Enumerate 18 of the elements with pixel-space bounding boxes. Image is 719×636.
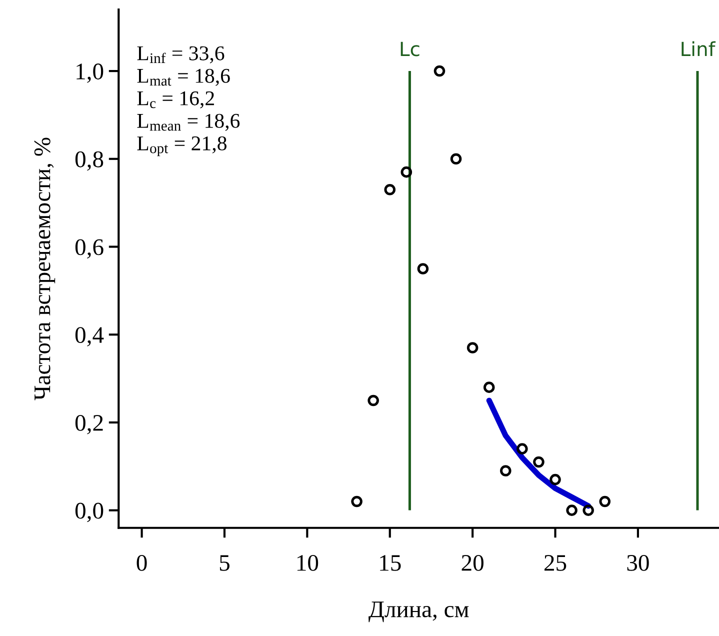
x-tick-label: 5	[220, 555, 230, 571]
y-tick-label: 0,6	[75, 239, 104, 259]
x-tick-label: 30	[627, 554, 649, 571]
text: L$_{inf}$ = 33,6 L$_{mat}$ = 18,6 L$_{c}$ = 16,2 L$_{mean}$ = 18,6 L$_{opt}$ = 21,8	[137, 46, 240, 156]
x-axis-title: Длина, см	[368, 602, 469, 622]
y-tick-label: 0,8	[75, 151, 104, 171]
x-tick-label: 10	[297, 554, 318, 571]
ref-line-label: Lc	[400, 42, 420, 56]
y-tick-label: 0,4	[75, 327, 104, 346]
y-tick-label: 0,2	[75, 414, 103, 434]
y-tick-label: 0,0	[75, 502, 104, 522]
x-tick-label: 20	[462, 554, 484, 571]
x-tick-label: 25	[544, 555, 566, 571]
y-tick-label: 1,0	[76, 64, 104, 83]
ref-line-label: Linf	[682, 41, 716, 56]
x-tick-label: 15	[380, 555, 401, 571]
x-tick-label: 0	[136, 554, 147, 571]
y-axis-title: Частота встречаемости, %	[34, 138, 56, 400]
